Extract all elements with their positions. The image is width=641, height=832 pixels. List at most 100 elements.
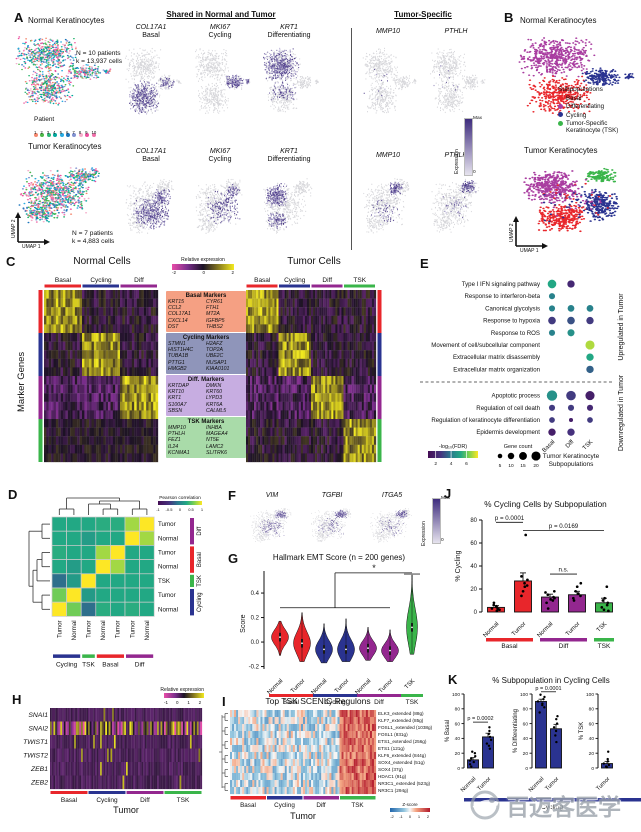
svg-text:UMAP 2: UMAP 2 — [11, 219, 17, 238]
feature-gene-col17a1: COL17A1 — [118, 24, 184, 31]
feature-sub-cycling: Cycling — [187, 32, 253, 39]
svg-text:UMAP 1: UMAP 1 — [22, 244, 41, 250]
feature-plot-pthlh-normal — [430, 48, 486, 114]
panel-h-label: H — [12, 692, 21, 707]
feature-plot-mki67-normal — [195, 48, 251, 115]
scenic-title: Top TSK SCENIC Regulons — [238, 696, 398, 706]
feature-gene-vim: VIM — [244, 492, 300, 499]
panel-b-tumor-title: Tumor Keratinocytes — [524, 146, 640, 155]
feature-plot-itga5 — [370, 508, 412, 544]
panel-a-normal-stats: N = 10 patients k = 13,937 cells — [76, 50, 148, 66]
feature-gene-itga5: ITGA5 — [364, 492, 420, 499]
patient-numbers: 1 2 3 4 5 6 7 8 9 10 — [34, 130, 98, 135]
watermark-text: 百迈客医学 — [506, 788, 621, 822]
umap-normal-patients — [15, 36, 112, 106]
panel-d-label: D — [8, 487, 17, 502]
relative-expression-ticks-c: -2 0 2 — [172, 270, 234, 275]
patient-legend: Patient 1 2 3 4 5 6 7 8 9 10 — [34, 116, 98, 137]
feature-gene-pthlh-t: PTHLH — [424, 152, 488, 159]
feature-plot-mmp10-tumor — [363, 178, 410, 234]
expression-label-f: Expression — [421, 521, 427, 546]
feature-plot-pthlh-tumor — [431, 178, 480, 233]
feature-plot-krt1-tumor — [263, 178, 313, 234]
feature-plot-mmp10-normal — [362, 47, 417, 114]
cycling-cells-title: % Cycling Cells by Subpopulation — [458, 500, 633, 509]
expression-min: 0 — [473, 170, 476, 175]
marker-genes-label: Marker Genes — [16, 352, 27, 412]
normal-cells-title: Normal Cells — [36, 256, 168, 267]
panel-b-label: B — [504, 10, 513, 25]
subpopulation-legend: Subpopulations Basal Differentiating Cycli… — [558, 86, 641, 134]
panel-i-label: I — [222, 694, 226, 709]
correlation-heatmap: Pearson correlation-1 -0.5 0 0.5 1TumorNorma… — [28, 495, 204, 668]
feature-sub-basal-t: Basal — [118, 156, 184, 163]
feature-gene-mmp10: MMP10 — [356, 28, 420, 35]
umap-axes-a: UMAP 1 UMAP 2 — [11, 212, 50, 250]
feature-sub-differentiating-t: Differentiating — [256, 156, 322, 163]
shared-header: Shared in Normal and Tumor — [118, 10, 324, 19]
emt-tf-heatmap: Relative expression-1 0 1 2SNAI1SNAI2TWIST1… — [23, 687, 204, 815]
tumor-cells-title: Tumor Cells — [238, 256, 390, 267]
relative-expression-title-c: Relative expression — [172, 257, 234, 263]
expression-colorbar-f: Expression Max 0 — [420, 494, 454, 554]
subpopulation-legend-items: Basal Differentiating Cycling Tumor-Specifi… — [558, 95, 641, 134]
relative-expression-legend-c: Relative expression -2 0 2 — [172, 257, 234, 275]
subpopulation-legend-title: Subpopulations — [558, 86, 641, 93]
feature-plot-tgfbi — [311, 508, 352, 543]
umap-tumor-subpopulations — [523, 167, 620, 233]
expression-gradient — [464, 118, 473, 176]
expression-gradient-f — [432, 498, 441, 544]
umap-tumor-patients — [18, 167, 101, 224]
panel-a-tumor-stats: N = 7 patients k = 4,883 cells — [72, 230, 144, 246]
panel-c-label: C — [6, 254, 15, 269]
panel-k-label: K — [448, 672, 457, 687]
panel-a-label: A — [14, 10, 23, 25]
panel-e-label: E — [420, 256, 429, 271]
feature-gene-tgfbi: TGFBI — [304, 492, 360, 499]
umap-normal-subpopulations — [518, 37, 635, 116]
tumor-specific-header: Tumor-Specific — [356, 10, 490, 19]
feature-sub-basal: Basal — [118, 32, 184, 39]
patient-color-dots — [34, 124, 98, 137]
panel-f-label: F — [228, 488, 236, 503]
panel-a-tumor-title: Tumor Keratinocytes — [28, 142, 102, 151]
panel-a-divider — [351, 28, 352, 250]
feature-gene-col17a1-t: COL17A1 — [118, 148, 184, 155]
feature-plot-vim — [250, 507, 292, 543]
panel-j-label: J — [444, 486, 451, 501]
feature-plot-col17a1-normal — [125, 47, 182, 115]
feature-gene-krt1-t: KRT1 — [256, 148, 322, 155]
subpop-cycling-title: % Subpopulation in Cycling Cells — [466, 676, 636, 685]
feature-gene-krt1: KRT1 — [256, 24, 322, 31]
marker-gene-boxes: Basal Markers KRT15 CCL2 COL17A1 CXCL14 DST CY… — [166, 291, 246, 459]
expression-colorbar-a: Expression Max 0 — [452, 112, 486, 184]
feature-sub-cycling-t: Cycling — [187, 156, 253, 163]
watermark-logo-icon — [470, 790, 500, 820]
panel-b-normal-title: Normal Keratinocytes — [520, 16, 640, 25]
feature-plot-mki67-tumor — [195, 178, 243, 234]
expression-max-f: Max — [441, 496, 450, 501]
marker-heatmaps: Basal Cycling Diff Basal Cycling Diff TSK — [38, 277, 382, 463]
watermark: 百迈客医学 — [468, 788, 621, 822]
feature-plot-col17a1-tumor — [125, 178, 174, 234]
normal-patient-count: N = 10 patients — [76, 50, 148, 58]
scenic-heatmap: ELK3_extended (88g)KLF7_extended (85g)FO… — [219, 710, 433, 821]
feature-gene-pthlh: PTHLH — [424, 28, 488, 35]
normal-cell-count: k = 13,937 cells — [76, 58, 148, 66]
panel-a-normal-title: Normal Keratinocytes — [28, 16, 104, 25]
feature-sub-differentiating: Differentiating — [256, 32, 322, 39]
expression-max: Max — [473, 116, 482, 121]
patient-legend-title: Patient — [34, 116, 98, 123]
feature-gene-mki67-t: MKI67 — [187, 148, 253, 155]
relative-expression-gradient-c — [172, 264, 234, 270]
emt-score-title: Hallmark EMT Score (n = 200 genes) — [244, 553, 434, 562]
tumor-cell-count: k = 4,883 cells — [72, 238, 144, 246]
expression-label: Expression — [454, 149, 460, 174]
panel-g-label: G — [228, 551, 238, 566]
expression-min-f: 0 — [441, 538, 444, 543]
